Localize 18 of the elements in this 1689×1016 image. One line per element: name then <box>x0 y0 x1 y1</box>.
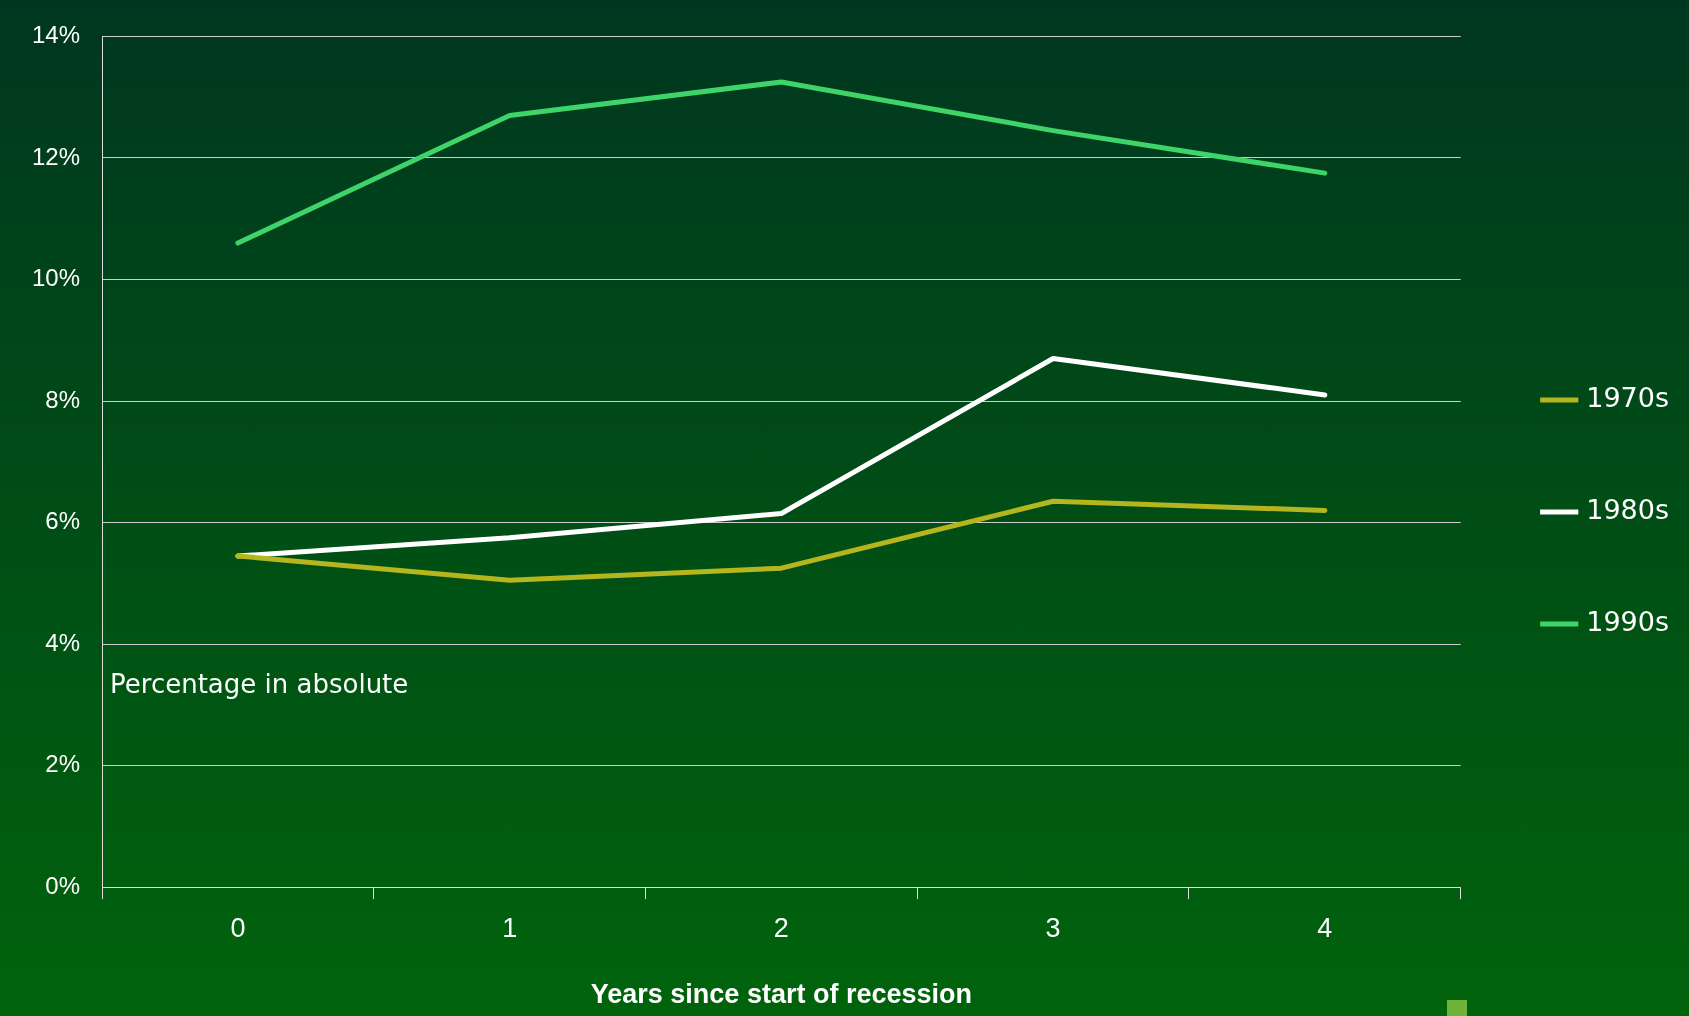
y-tick-label: 12% <box>31 142 81 170</box>
y-tick-label: 0% <box>45 871 81 899</box>
x-tick-label: 0 <box>230 912 246 943</box>
y-tick-label: 6% <box>45 507 81 535</box>
y-tick-label: 4% <box>45 628 81 656</box>
legend-label: 1980s <box>1586 494 1669 526</box>
y-tick-label: 14% <box>31 21 81 49</box>
x-axis-title: Years since start of recession <box>590 979 972 1010</box>
x-tick-label: 3 <box>1045 912 1061 943</box>
y-tick-label: 10% <box>31 264 81 292</box>
y-tick-label: 8% <box>45 385 81 413</box>
x-tick-label: 2 <box>773 912 789 943</box>
y-tick-label: 2% <box>45 750 81 778</box>
legend-label: 1970s <box>1586 382 1669 414</box>
legend-label: 1990s <box>1586 606 1669 638</box>
x-tick-label: 1 <box>502 912 518 943</box>
x-tick-label: 4 <box>1317 912 1333 943</box>
y-axis-title: Percentage in absolute <box>110 669 409 700</box>
